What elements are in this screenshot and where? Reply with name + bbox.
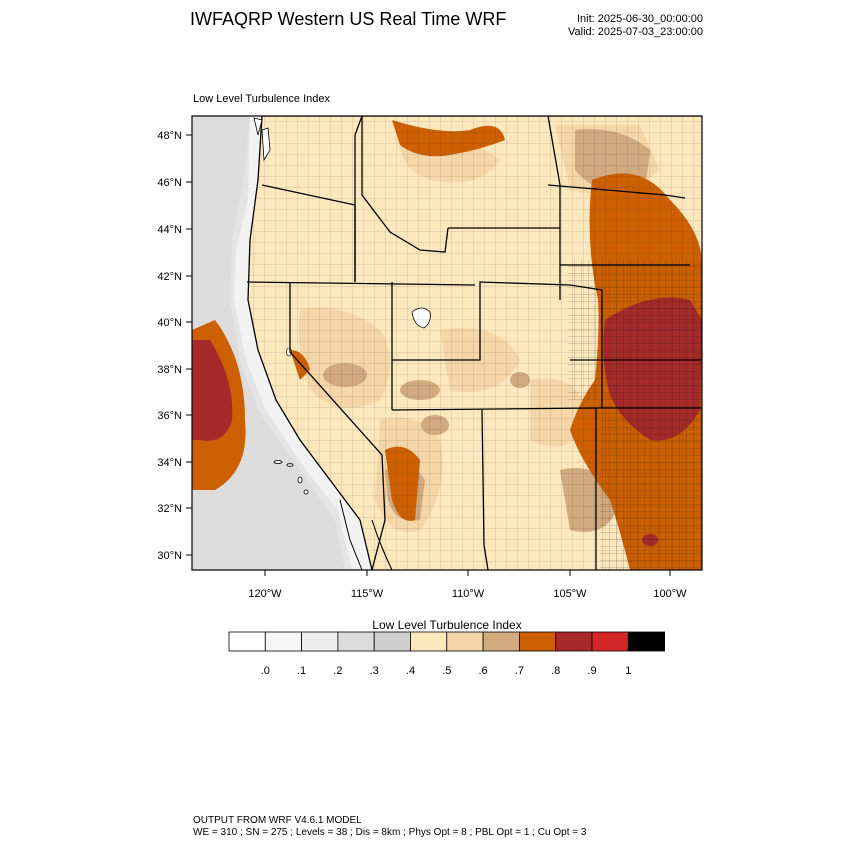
colorbar-labels: .0 .1 .2 .3 .4 .5 .6 .7 .8 .9 1	[261, 665, 632, 677]
map-field-title: Low Level Turbulence Index	[193, 93, 330, 105]
colorbar-box	[627, 631, 665, 652]
colorbar-label: .8	[551, 665, 560, 677]
lon-label: 110°W	[452, 588, 485, 600]
footer-model-line: OUTPUT FROM WRF V4.6.1 MODEL	[193, 815, 362, 826]
footer-config-line: WE = 310 ; SN = 275 ; Levels = 38 ; Dis …	[193, 827, 587, 838]
colorbar-box	[373, 631, 411, 652]
lat-label: 42°N	[157, 271, 182, 283]
map-frame	[191, 115, 703, 571]
lat-label: 46°N	[157, 177, 182, 189]
colorbar-label: .4	[406, 665, 415, 677]
lon-label: 100°W	[653, 588, 687, 600]
lat-label: 36°N	[157, 410, 182, 422]
ocean-near-shore	[234, 116, 372, 570]
turbulence-map: 48°N 46°N 44°N 42°N 40°N 38°N 36°N 34°N …	[157, 115, 703, 600]
colorbar-label: .9	[587, 665, 596, 677]
main-title: IWFAQRP Western US Real Time WRF	[190, 9, 507, 29]
lat-label: 40°N	[157, 317, 182, 329]
colorbar-label: .2	[333, 665, 342, 677]
colorbar-boxes	[228, 631, 665, 652]
colorbar-label: .3	[370, 665, 379, 677]
colorbar-box	[301, 631, 339, 652]
channel-islands	[273, 460, 309, 495]
colorbar-box	[337, 631, 375, 652]
longitude-labels: 120°W 115°W 110°W 105°W 100°W	[248, 588, 687, 600]
lon-label: 115°W	[351, 588, 384, 600]
baja-coast	[339, 499, 363, 570]
latitude-labels: 48°N 46°N 44°N 42°N 40°N 38°N 36°N 34°N …	[157, 130, 182, 562]
lat-label: 48°N	[157, 130, 182, 142]
lat-label: 32°N	[157, 503, 182, 515]
coastline	[247, 116, 373, 570]
colorbar-title: Low Level Turbulence Index	[372, 618, 521, 632]
colorbar-box	[410, 631, 448, 652]
puget-sound-islands	[253, 117, 271, 162]
gulf-of-california	[371, 519, 393, 570]
colorbar-label: .1	[297, 665, 306, 677]
colorbar-label: .0	[261, 665, 270, 677]
lat-label: 44°N	[157, 224, 182, 236]
colorbar-label: .6	[479, 665, 488, 677]
state-borders	[246, 116, 702, 570]
valid-time-label: Valid: 2025-07-03_23:00:00	[568, 26, 703, 38]
county-lines-west	[248, 116, 702, 570]
colorbar: Low Level Turbulence Index .0 .1 .2 .3 .4 .5.…	[228, 618, 665, 677]
colorbar-box	[519, 631, 557, 652]
latitude-axis	[186, 134, 192, 556]
lat-label: 30°N	[157, 550, 182, 562]
colorbar-box	[264, 631, 302, 652]
lon-label: 105°W	[553, 588, 587, 600]
colorbar-label: 1	[625, 665, 631, 677]
map-fields	[192, 116, 702, 570]
colorbar-label: .7	[515, 665, 524, 677]
colorbar-box	[228, 631, 266, 652]
init-time-label: Init: 2025-06-30_00:00:00	[577, 13, 703, 25]
colorbar-box	[555, 631, 593, 652]
longitude-axis	[264, 570, 671, 576]
lon-label: 120°W	[248, 588, 282, 600]
colorbar-box	[446, 631, 484, 652]
lat-label: 34°N	[157, 457, 182, 469]
colorbar-box	[482, 631, 520, 652]
colorbar-box	[591, 631, 629, 652]
lat-label: 38°N	[157, 364, 182, 376]
colorbar-label: .5	[442, 665, 451, 677]
